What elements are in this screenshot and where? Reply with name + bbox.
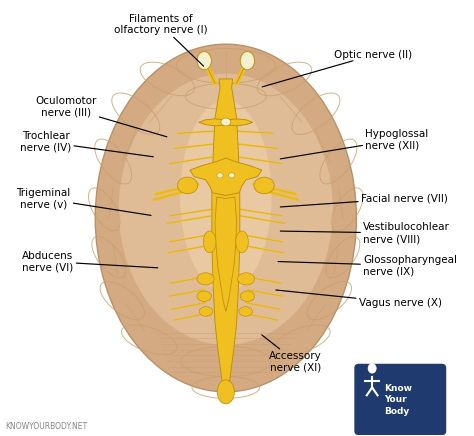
Ellipse shape xyxy=(236,231,248,253)
Text: Accessory
nerve (XI): Accessory nerve (XI) xyxy=(262,335,322,372)
Ellipse shape xyxy=(180,101,272,292)
Polygon shape xyxy=(215,197,237,311)
Text: Optic nerve (II): Optic nerve (II) xyxy=(262,50,412,87)
Text: Filaments of
olfactory nerve (I): Filaments of olfactory nerve (I) xyxy=(114,14,207,66)
Text: KNOWYOURBODY.NET: KNOWYOURBODY.NET xyxy=(5,422,87,431)
Ellipse shape xyxy=(177,177,198,194)
Ellipse shape xyxy=(119,74,333,345)
Ellipse shape xyxy=(240,291,255,301)
Ellipse shape xyxy=(237,273,255,285)
Ellipse shape xyxy=(228,173,235,178)
Text: Abducens
nerve (VI): Abducens nerve (VI) xyxy=(22,251,158,272)
Polygon shape xyxy=(190,158,262,195)
Text: Oculomotor
nerve (III): Oculomotor nerve (III) xyxy=(35,96,167,137)
Text: Vestibulocohlear
nerve (VIII): Vestibulocohlear nerve (VIII) xyxy=(280,222,450,244)
Ellipse shape xyxy=(240,51,255,70)
Ellipse shape xyxy=(197,291,211,301)
Text: Glossopharyngeal
nerve (IX): Glossopharyngeal nerve (IX) xyxy=(278,255,457,276)
Polygon shape xyxy=(212,79,240,403)
Text: Know
Your
Body: Know Your Body xyxy=(384,384,412,416)
Ellipse shape xyxy=(239,307,252,316)
FancyBboxPatch shape xyxy=(355,364,446,434)
Ellipse shape xyxy=(197,51,211,70)
Ellipse shape xyxy=(199,307,213,316)
Text: Trochlear
nerve (IV): Trochlear nerve (IV) xyxy=(20,131,153,157)
Text: Hypoglossal
nerve (XII): Hypoglossal nerve (XII) xyxy=(280,129,428,159)
Ellipse shape xyxy=(95,44,356,392)
Ellipse shape xyxy=(368,364,376,373)
Text: Facial nerve (VII): Facial nerve (VII) xyxy=(280,194,448,207)
Text: Vagus nerve (X): Vagus nerve (X) xyxy=(276,290,442,308)
Polygon shape xyxy=(199,119,253,126)
Ellipse shape xyxy=(221,118,231,126)
Ellipse shape xyxy=(203,231,216,253)
Ellipse shape xyxy=(197,273,214,285)
Ellipse shape xyxy=(217,173,223,178)
Text: Trigeminal
nerve (v): Trigeminal nerve (v) xyxy=(16,187,151,215)
Ellipse shape xyxy=(217,380,234,404)
Ellipse shape xyxy=(254,177,274,194)
